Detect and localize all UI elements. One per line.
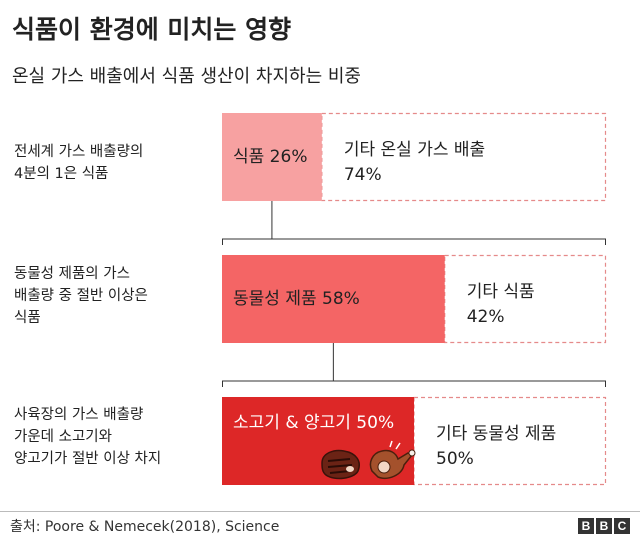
row-label-1: 전세계 가스 배출량의 4분의 1은 식품 — [14, 141, 214, 185]
row-label-1-line-1: 전세계 가스 배출량의 — [14, 144, 144, 160]
bbc-logo: B B C — [578, 518, 630, 534]
bar-1-remainder — [321, 112, 607, 202]
bbc-logo-letter-3: C — [614, 518, 630, 534]
row-label-3-line-3: 양고기가 절반 이상 차지 — [14, 451, 162, 467]
row-label-2: 동물성 제품의 가스 배출량 중 절반 이상은 식품 — [14, 263, 214, 329]
bar-1-part — [222, 113, 322, 201]
steak-icon — [321, 449, 360, 480]
bar-1-part-label: 식품 26% — [233, 147, 307, 167]
bar-1-rest-label: 기타 온실 가스 배출 — [344, 140, 485, 160]
footer-divider — [0, 511, 640, 512]
bar-2-part — [222, 255, 445, 343]
row-label-3-line-2: 가운데 소고기와 — [14, 429, 112, 445]
row-label-2-line-2: 배출량 중 절반 이상은 — [14, 288, 148, 304]
stacked-proportion-chart: 식품 26% 기타 온실 가스 배출 74% 동물성 제품 58% 기타 식품 42% 소고… — [222, 112, 607, 486]
bar-2-part-label: 동물성 제품 58% — [233, 289, 360, 309]
bbc-logo-letter-1: B — [578, 518, 594, 534]
row-label-3-line-1: 사육장의 가스 배출량 — [14, 407, 144, 423]
row-label-2-line-3: 식품 — [14, 310, 41, 326]
bar-3-rest-value: 50% — [436, 449, 474, 469]
bar-3-rest-label: 기타 동물성 제품 — [436, 424, 556, 444]
bar-1-rest-value: 74% — [344, 165, 382, 185]
page-title: 식품이 환경에 미치는 영향 — [12, 15, 292, 44]
bar-3-part-label: 소고기 & 양고기 50% — [233, 413, 394, 433]
bar-2-rest-value: 42% — [467, 307, 505, 327]
row-label-3: 사육장의 가스 배출량 가운데 소고기와 양고기가 절반 이상 차지 — [14, 404, 214, 470]
page-subtitle: 온실 가스 배출에서 식품 생산이 차지하는 비중 — [12, 66, 361, 87]
row-label-1-line-2: 4분의 1은 식품 — [14, 166, 109, 182]
bar-2-remainder — [444, 254, 607, 344]
source-note: 출처: Poore & Nemecek(2018), Science — [10, 519, 280, 535]
bar-2-rest-label: 기타 식품 — [467, 282, 535, 302]
row-label-2-line-1: 동물성 제품의 가스 — [14, 266, 130, 282]
bbc-logo-letter-2: B — [596, 518, 612, 534]
lamb-leg-icon — [369, 440, 416, 479]
